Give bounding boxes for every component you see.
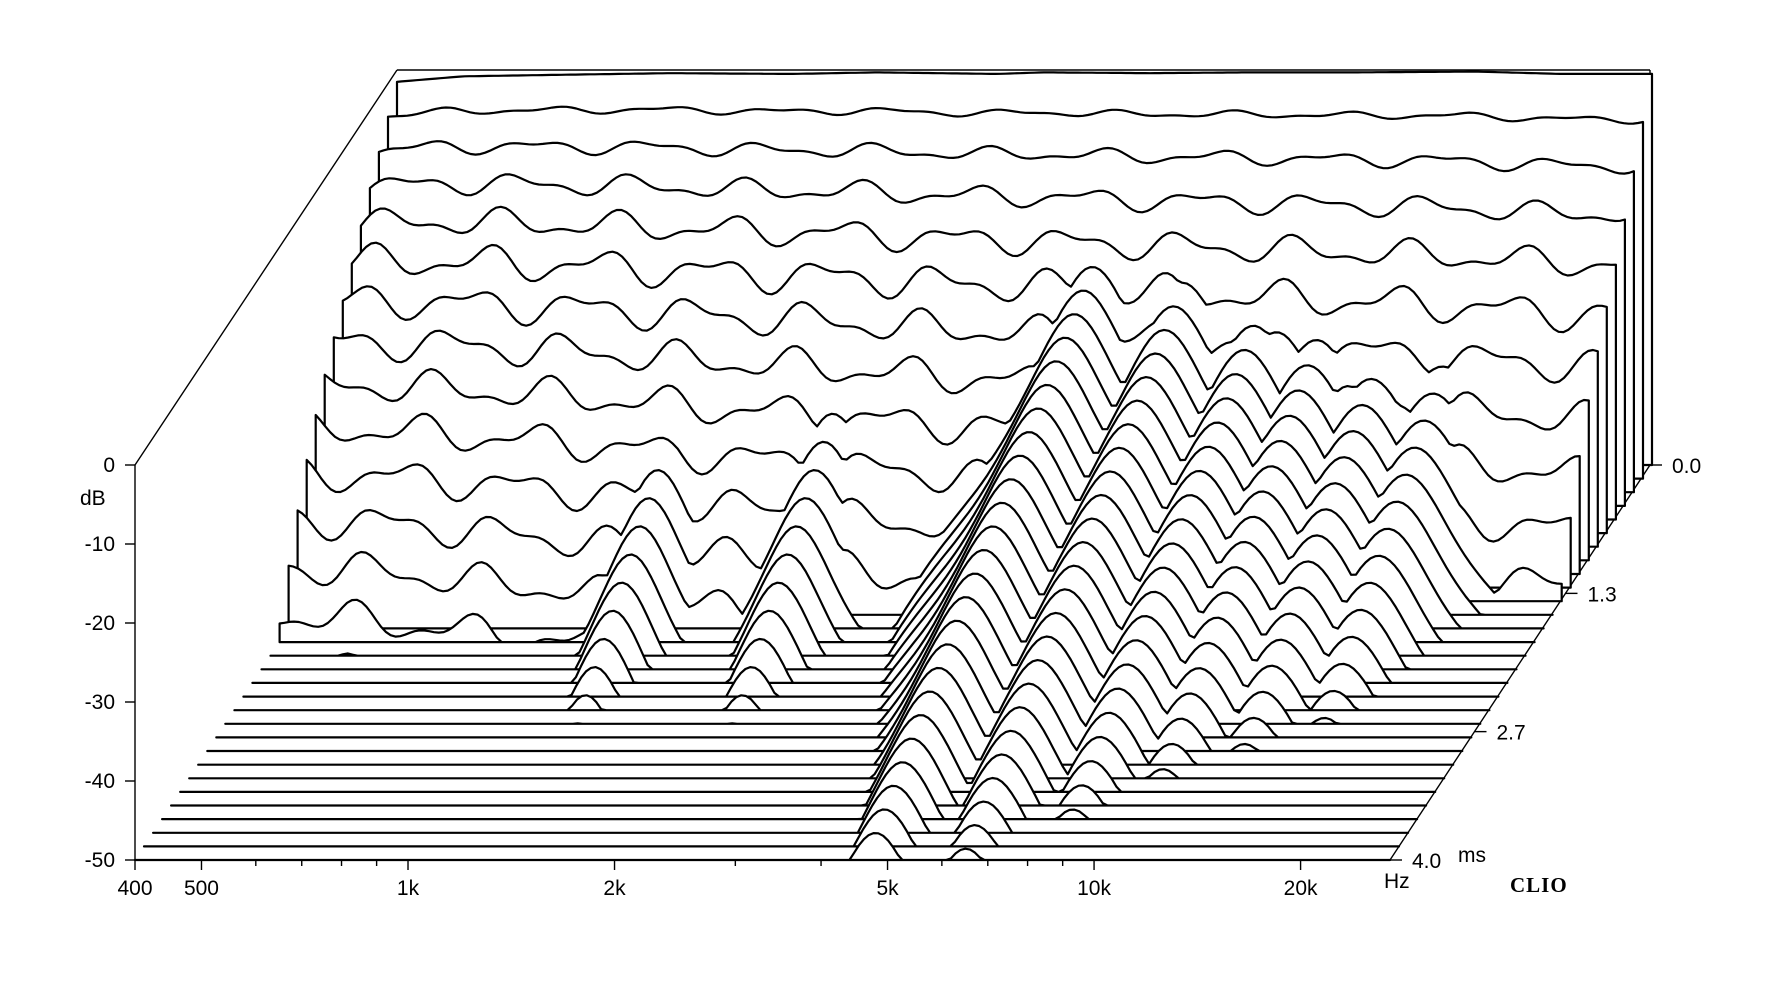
x-tick-label: 1k xyxy=(397,877,420,900)
decay-slice-23 xyxy=(188,690,1446,780)
y-tick-label: -40 xyxy=(85,770,115,793)
decay-slice-21 xyxy=(206,643,1464,753)
decay-slices xyxy=(133,70,1654,862)
y-tick-label: 0 xyxy=(103,454,115,477)
brand-label: CLIO xyxy=(1510,873,1568,897)
x-tick-label: 5k xyxy=(876,877,899,900)
decay-slice-24 xyxy=(179,714,1437,793)
x-tick-label: 10k xyxy=(1077,877,1111,900)
x-tick-label: 500 xyxy=(184,877,219,900)
y-tick-label: -30 xyxy=(85,691,115,714)
x-axis-unit-label: Hz xyxy=(1384,870,1410,893)
decay-slice-19 xyxy=(224,596,1482,725)
decay-slice-22 xyxy=(197,666,1455,766)
y-axis-unit-label: dB xyxy=(80,487,106,510)
decay-slice-17 xyxy=(242,549,1500,698)
time-axis-ticks: 0.0 1.3 2.7 4.0 xyxy=(1390,455,1701,873)
time-tick-label: 4.0 xyxy=(1412,850,1441,873)
decay-slice-26 xyxy=(161,761,1419,821)
decay-slice-20 xyxy=(215,619,1473,739)
y-tick-label: -50 xyxy=(85,849,115,872)
x-axis-ticks: 400 500 1k 2k 5k 10k 20k xyxy=(117,860,1318,900)
time-tick-label: 0.0 xyxy=(1672,455,1701,478)
time-axis-unit-label: ms xyxy=(1458,844,1486,867)
y-axis-ticks: 0 -10 -20 -30 -40 -50 xyxy=(85,454,135,872)
decay-slice-28 xyxy=(142,808,1401,848)
x-tick-label: 20k xyxy=(1284,877,1318,900)
decay-slice-29 xyxy=(133,832,1392,862)
frame-left-top xyxy=(134,69,398,466)
time-tick-label: 1.3 xyxy=(1588,583,1617,606)
x-tick-label: 400 xyxy=(117,877,152,900)
decay-slice-25 xyxy=(170,737,1428,807)
decay-slice-27 xyxy=(152,784,1410,834)
axes: 0 -10 -20 -30 -40 -50 400 500 1k 2k 5k 10k 20k 0.0 1… xyxy=(85,454,1702,900)
time-tick-label: 2.7 xyxy=(1497,722,1526,745)
x-tick-label: 2k xyxy=(603,877,626,900)
decay-slice-18 xyxy=(233,572,1491,712)
y-tick-label: -10 xyxy=(85,533,115,556)
y-tick-label: -20 xyxy=(85,612,115,635)
